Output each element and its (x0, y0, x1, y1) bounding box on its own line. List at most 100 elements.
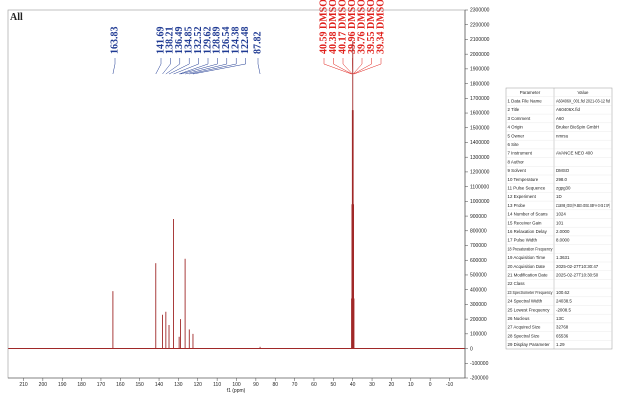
parameter-value-cell: nmrsu (556, 133, 569, 138)
parameter-name-cell: 28 Spectral Size (508, 333, 541, 338)
x-axis: 210 200 190 180 170 160 150 140 130 120 110 100 90 80… (7, 9, 466, 388)
parameter-value-cell: A60406X.fid (556, 107, 580, 112)
y-tick-label: 2000000 (470, 52, 490, 58)
y-tick-label: 1900000 (470, 67, 490, 73)
peak-label: 126.54 (221, 27, 232, 55)
peak-label-connector (192, 58, 246, 75)
peak-label: 138.21 (165, 27, 176, 55)
peak-label: 136.49 (174, 27, 185, 55)
parameter-name-cell: 5 Owner (508, 133, 525, 138)
x-tick-label: 210 (19, 382, 28, 388)
x-tick-label: 20 (389, 382, 395, 388)
x-tick-label: 10 (408, 382, 414, 388)
peak-label-connector (165, 58, 181, 75)
y-tick-label: 600000 (470, 258, 487, 264)
y-tick-label: 1100000 (470, 184, 489, 190)
y-tick-label: 1800000 (470, 81, 490, 87)
parameter-value-cell: Bruker BioSpin GmbH (556, 125, 599, 130)
parameter-value-cell: DMSO (556, 168, 570, 173)
parameter-value-cell: 2025-02-27T10:30:50 (556, 273, 599, 278)
peak-label: 39.34 DMSO (375, 0, 386, 54)
y-tick-label: 200000 (470, 317, 487, 323)
parameter-name-cell: 22 Class (508, 281, 526, 286)
y-tick-label: 500000 (470, 273, 487, 279)
parameter-value-cell: 1D (556, 194, 562, 199)
peak-label-connector (353, 58, 382, 75)
y-tick-label: 100000 (470, 332, 487, 338)
y-tick-label: 1700000 (470, 96, 490, 102)
x-tick-label: 100 (232, 382, 241, 388)
x-tick-label: 110 (213, 382, 221, 388)
peak-label-group: 163.83 141.69138.21136.49134.85132.52129.… (109, 0, 386, 75)
parameter-value-cell: A60406X_001.fid 2021-03-12 fid (556, 99, 610, 104)
x-tick-label: 200 (39, 382, 48, 388)
y-tick-label: 1500000 (470, 125, 490, 131)
parameter-name-cell: 27 Acquired Size (508, 325, 542, 330)
y-tick-label: 2200000 (470, 22, 490, 28)
y-tick-label: 2300000 (470, 8, 490, 14)
parameter-value-cell: 1024 (556, 212, 566, 217)
peak-label: 141.69 (155, 27, 166, 55)
parameter-name-cell: 8 Author (508, 159, 525, 164)
y-tick-label: 0 (470, 346, 473, 352)
parameter-name-cell: 15 Receiver Gain (508, 220, 542, 225)
parameter-value-cell: zgpg30 (556, 186, 571, 191)
parameter-value-cell: AVANCE NEO 400 (556, 151, 593, 156)
y-tick-label: 700000 (470, 243, 487, 249)
parameter-name-cell: 3 Comment (508, 116, 531, 121)
parameter-value-cell: A60 (556, 116, 564, 121)
parameter-name-cell: 19 Acquisition Time (508, 255, 546, 260)
x-tick-label: 0 (429, 382, 432, 388)
parameter-value-cell: 65536 (556, 333, 569, 338)
y-tick-label: 1000000 (470, 199, 490, 205)
y-tick-label: 1200000 (470, 170, 490, 176)
parameter-name-cell: 18 Presaturation Frequency (508, 246, 554, 251)
peak-label-connector (189, 58, 237, 75)
peak-label: 39.55 DMSO (366, 0, 377, 54)
parameter-name-cell: 24 Spectral Width (508, 299, 543, 304)
parameters-table: Parameter Value 1 Data File Name A60406X_00… (505, 87, 613, 350)
peak-label: 40.38 DMSO (328, 0, 339, 54)
parameter-name-cell: 12 Experiment (508, 194, 537, 199)
parameters-table-header: Parameter (520, 90, 541, 95)
peak-label-connector (155, 58, 162, 75)
peak-label-connector (185, 58, 228, 75)
y-axis: 2300000220000021000002000000190000018000… (464, 8, 490, 382)
x-tick-label: 170 (97, 382, 106, 388)
parameters-table-header: Value (578, 90, 589, 95)
y-tick-label: 800000 (470, 229, 487, 235)
parameter-value-cell: 298.0 (556, 177, 568, 182)
parameter-name-cell: 13 Probe (508, 203, 526, 208)
y-tick-label: 1600000 (470, 111, 490, 117)
parameter-name-cell: 23 Spectrometer Frequency (508, 290, 554, 295)
peak-label: 40.17 DMSO (337, 0, 348, 54)
parameter-value-cell: 8.0000 (556, 238, 570, 243)
parameter-value-cell: -2008.5 (556, 307, 571, 312)
parameter-name-cell: 11 Pulse Sequence (508, 186, 546, 191)
parameter-name-cell: 2 Title (508, 107, 520, 112)
x-tick-label: 60 (311, 382, 317, 388)
parameter-name-cell: 1 Data File Name (508, 99, 543, 104)
peak-label: 128.89 (212, 27, 223, 55)
parameter-name-cell: 25 Lowest Frequency (508, 307, 551, 312)
x-tick-label: 140 (155, 382, 164, 388)
parameter-name-cell: 26 Nucleus (508, 316, 531, 321)
parameter-name-cell: 21 Modification Date (508, 273, 549, 278)
peak-label-connector (168, 58, 190, 75)
peak-label-connector (342, 58, 353, 75)
peak-label: 122.48 (240, 27, 251, 55)
peak-label-connector (323, 58, 352, 75)
x-tick-label: 120 (194, 382, 203, 388)
parameter-name-cell: 16 Relaxation Delay (508, 229, 548, 234)
parameter-value-cell: Z116098_0003 (PA BBO 400S1 BBF-H-D-05 Z … (556, 203, 610, 208)
parameter-value-cell: 32768 (556, 325, 569, 330)
parameter-value-cell: 13C (556, 316, 564, 321)
parameter-name-cell: 9 Solvent (508, 168, 527, 173)
peak-label-connector (162, 58, 171, 75)
peak-label-connector (333, 58, 353, 75)
parameter-value-cell: 1.29 (556, 342, 565, 347)
parameter-name-cell: 4 Origin (508, 125, 524, 130)
y-tick-label: 1400000 (470, 140, 490, 146)
y-tick-label: -200000 (470, 376, 489, 382)
x-tick-label: 160 (116, 382, 125, 388)
